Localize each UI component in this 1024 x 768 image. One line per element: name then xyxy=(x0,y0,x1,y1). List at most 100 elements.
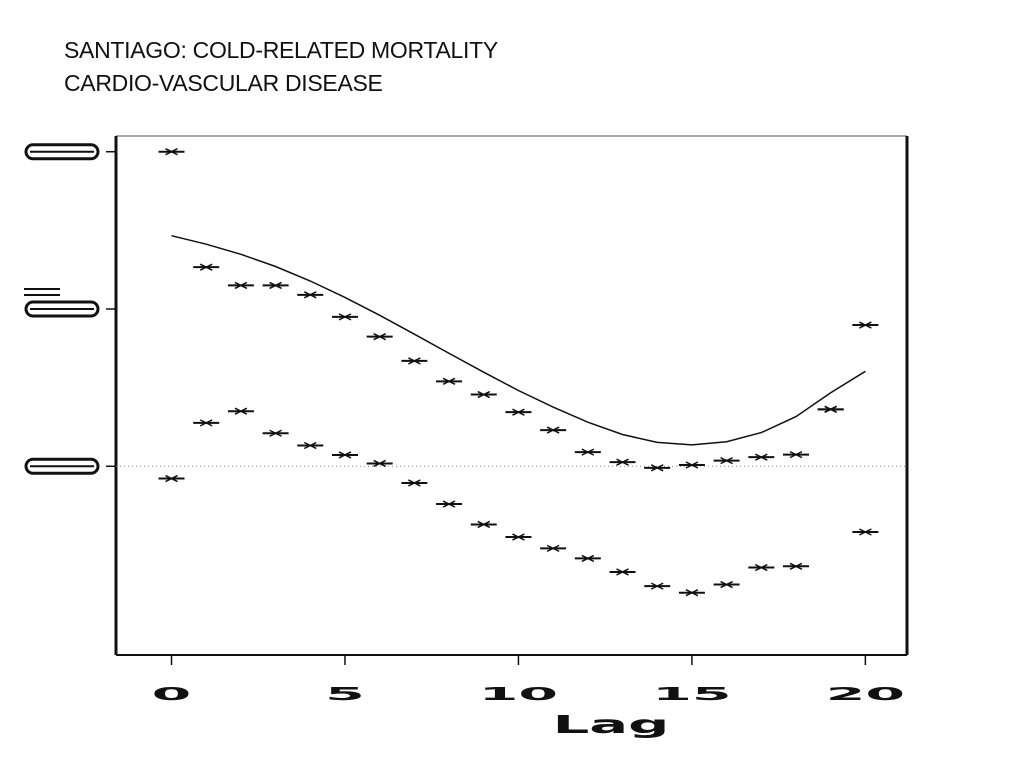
star-marker-arm xyxy=(442,377,456,386)
star-marker xyxy=(540,426,567,434)
star-marker-arm xyxy=(720,580,733,589)
star-marker-arm xyxy=(754,563,768,572)
star-marker-arm xyxy=(824,405,838,414)
star-marker-arm xyxy=(685,461,699,469)
star-marker xyxy=(713,580,740,589)
star-marker-arm xyxy=(685,589,699,597)
star-marker-arm xyxy=(199,419,213,427)
star-marker-arm xyxy=(650,464,664,472)
star-marker xyxy=(262,281,289,290)
star-marker-arm xyxy=(234,407,248,415)
star-marker xyxy=(436,500,463,508)
star-marker-arm xyxy=(789,450,803,459)
star-marker xyxy=(852,321,879,329)
star-marker-arm xyxy=(546,544,560,553)
x-tick-label: 20 xyxy=(826,683,905,704)
star-marker xyxy=(193,263,220,271)
star-marker-arm xyxy=(859,528,872,536)
star-marker-arm xyxy=(512,533,525,541)
star-marker-arm xyxy=(373,333,387,341)
star-marker-arm xyxy=(581,448,595,456)
x-tick-label: 5 xyxy=(325,683,365,704)
star-marker xyxy=(644,582,671,590)
star-marker xyxy=(574,554,601,563)
star-marker xyxy=(782,450,809,459)
x-tick-label: 10 xyxy=(479,683,558,704)
star-marker xyxy=(436,377,463,386)
estimate-line xyxy=(171,234,866,446)
x-axis: 0 5 10 15 20 xyxy=(152,655,905,704)
star-marker-arm xyxy=(303,291,317,299)
x-tick-label: 0 xyxy=(152,683,192,704)
x-tick-label: 15 xyxy=(652,683,731,704)
star-marker-arm xyxy=(338,313,352,321)
star-marker xyxy=(158,148,185,156)
chart-title-line-1: SANTIAGO: COLD-RELATED MORTALITY xyxy=(64,37,498,63)
star-marker xyxy=(331,451,358,459)
y-axis xyxy=(24,143,116,475)
star-marker-arm xyxy=(616,568,629,576)
star-marker-arm xyxy=(720,456,733,465)
star-marker-arm xyxy=(165,474,178,483)
lower-bound-markers xyxy=(158,405,879,597)
star-marker xyxy=(609,458,636,466)
x-axis-label: Lag xyxy=(553,710,670,739)
star-marker xyxy=(470,520,497,529)
star-marker-arm xyxy=(165,148,178,156)
y-tick-glyph-outline xyxy=(24,457,100,475)
star-marker-arm xyxy=(754,453,768,461)
star-marker-arm xyxy=(234,281,248,290)
star-marker xyxy=(366,459,393,468)
star-marker-arm xyxy=(408,357,421,365)
star-marker xyxy=(366,333,393,341)
series-layer xyxy=(158,148,879,597)
y-tick-glyph xyxy=(24,457,100,475)
star-marker-arm xyxy=(512,408,525,416)
star-marker-arm xyxy=(859,321,872,329)
star-marker xyxy=(748,453,775,461)
star-marker xyxy=(470,390,497,399)
y-tick-glyph xyxy=(24,143,100,161)
star-marker xyxy=(852,528,879,536)
star-marker xyxy=(227,281,254,290)
star-marker-arm xyxy=(269,429,282,437)
star-marker xyxy=(331,313,358,321)
star-marker-arm xyxy=(477,390,491,399)
chart-title: SANTIAGO: COLD-RELATED MORTALITY CARDIO-… xyxy=(64,34,498,100)
star-marker xyxy=(713,456,740,465)
star-marker xyxy=(297,291,324,299)
star-marker xyxy=(262,429,289,437)
star-marker-arm xyxy=(373,459,387,468)
upper-bound-markers xyxy=(158,148,879,472)
star-marker xyxy=(574,448,601,456)
chart-title-line-2: CARDIO-VASCULAR DISEASE xyxy=(64,70,383,96)
star-marker xyxy=(678,461,705,469)
star-marker xyxy=(297,441,324,450)
star-marker xyxy=(609,568,636,576)
star-marker xyxy=(748,563,775,572)
star-marker-arm xyxy=(546,426,560,434)
star-marker-arm xyxy=(408,479,421,487)
y-tick-glyph-outline xyxy=(24,300,100,318)
plot-frame xyxy=(114,135,909,656)
y-tick-glyph xyxy=(24,288,100,318)
star-marker-arm xyxy=(616,458,629,466)
star-marker-arm xyxy=(789,562,803,570)
star-marker xyxy=(401,479,428,487)
star-marker-arm xyxy=(477,520,491,529)
star-marker-arm xyxy=(338,451,352,459)
star-marker xyxy=(644,464,671,472)
star-marker-arm xyxy=(581,554,595,563)
star-marker-arm xyxy=(442,500,456,508)
star-marker xyxy=(540,544,567,553)
star-marker xyxy=(193,419,220,427)
star-marker-arm xyxy=(650,582,664,590)
star-marker xyxy=(227,407,254,415)
star-marker xyxy=(782,562,809,570)
star-marker xyxy=(817,405,844,414)
star-marker-arm xyxy=(269,281,282,290)
star-marker-arm xyxy=(199,263,213,271)
y-tick-glyph-outline xyxy=(24,143,100,161)
star-marker xyxy=(678,589,705,597)
